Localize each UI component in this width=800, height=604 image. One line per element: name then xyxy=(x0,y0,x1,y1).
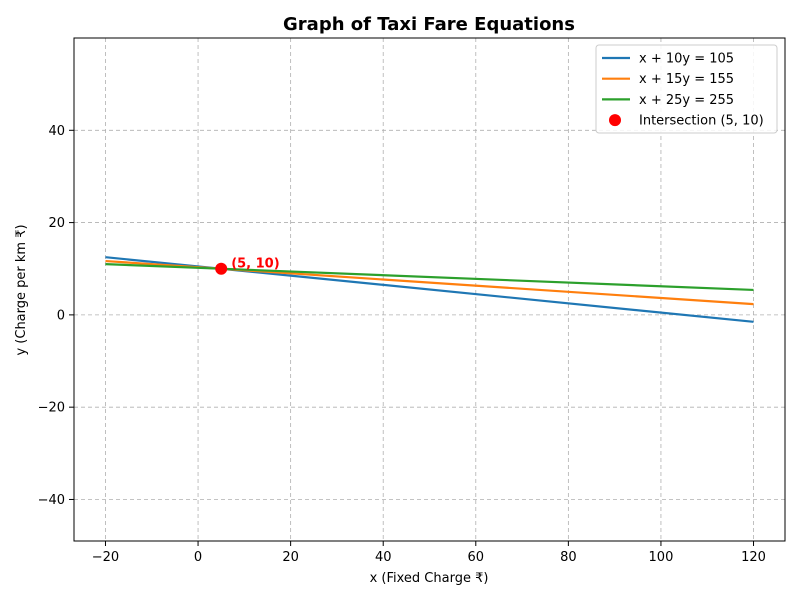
x-tick-label: −20 xyxy=(92,550,119,565)
x-tick-label: 80 xyxy=(560,550,577,565)
series-line-3 xyxy=(105,263,754,292)
chart-title: Graph of Taxi Fare Equations xyxy=(283,14,575,35)
intersection-annotation: (5, 10) xyxy=(231,257,279,272)
x-tick-label: 60 xyxy=(468,550,485,565)
y-tick-label: 40 xyxy=(48,124,65,139)
points-layer: (5, 10) xyxy=(215,257,280,275)
intersection-point xyxy=(215,262,228,275)
plot-frame xyxy=(73,37,786,542)
legend-marker xyxy=(609,114,621,127)
legend-label: x + 25y = 255 xyxy=(639,93,734,108)
legend-label: x + 10y = 105 xyxy=(639,52,734,67)
series-layer xyxy=(105,256,754,323)
x-axis-label: x (Fixed Charge ₹) xyxy=(370,571,489,586)
x-tick-label: 40 xyxy=(375,550,392,565)
y-axis-label: y (Charge per km ₹) xyxy=(14,224,29,355)
x-tick-label: 20 xyxy=(282,550,299,565)
legend: x + 10y = 105 x + 15y = 155 x + 25y = 255 I… xyxy=(595,44,778,134)
y-tick-label: 20 xyxy=(48,216,65,231)
x-axis-ticks: −20 0 20 40 60 80 100 120 xyxy=(92,541,766,565)
legend-label: Intersection (5, 10) xyxy=(639,114,764,129)
legend-box xyxy=(595,44,778,134)
y-tick-label: 0 xyxy=(57,308,65,323)
y-tick-label: −40 xyxy=(38,493,65,508)
x-tick-label: 0 xyxy=(194,550,202,565)
legend-label: x + 15y = 155 xyxy=(639,72,734,87)
y-axis-ticks: −40 −20 0 20 40 xyxy=(38,124,74,508)
y-tick-label: −20 xyxy=(38,401,65,416)
x-tick-label: 100 xyxy=(649,550,674,565)
x-tick-label: 120 xyxy=(741,550,766,565)
